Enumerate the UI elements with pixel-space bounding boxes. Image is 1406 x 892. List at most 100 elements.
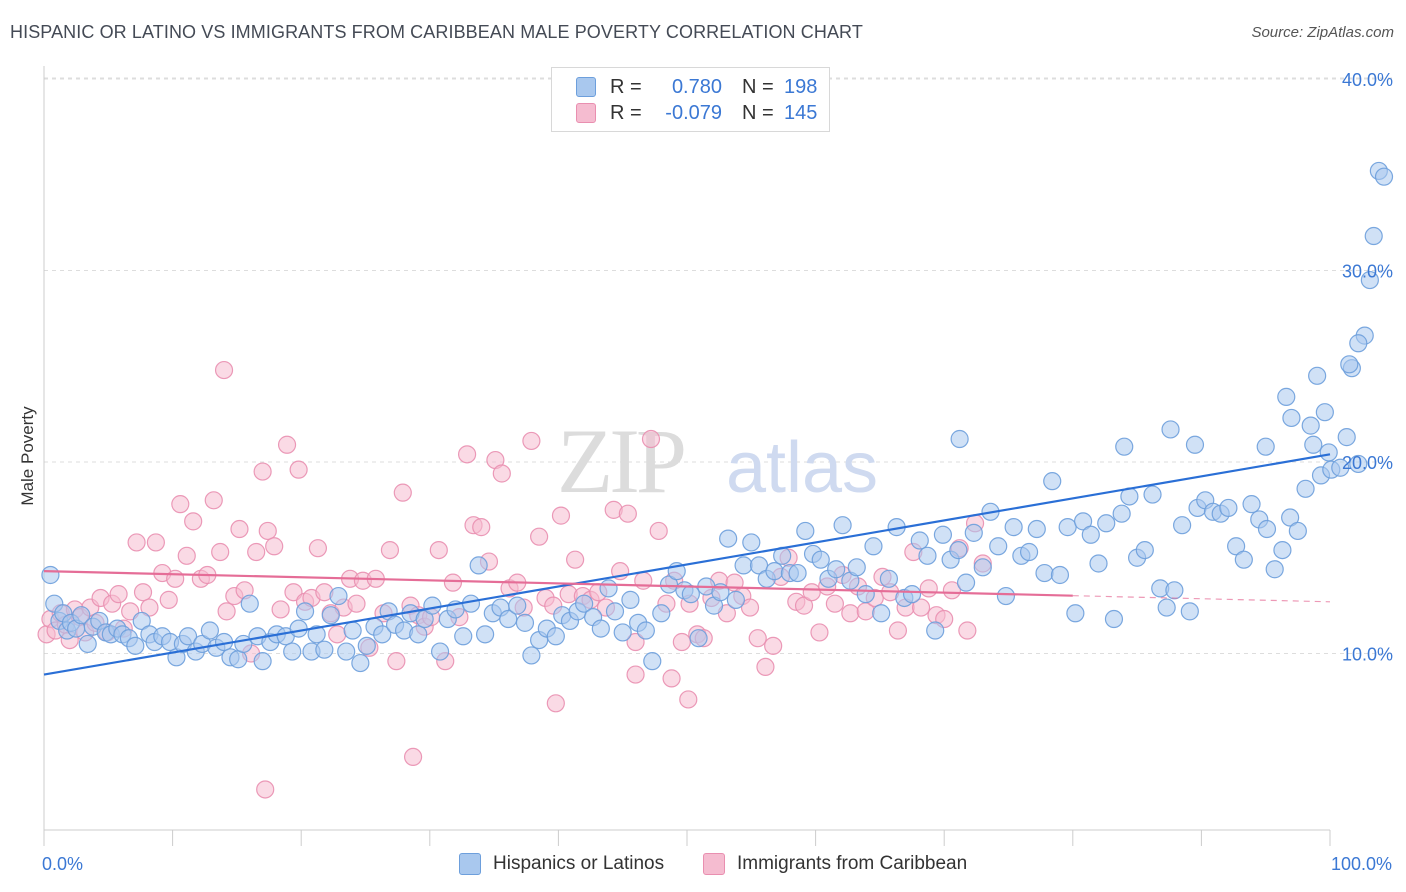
point-hispanic [1288, 521, 1307, 541]
point-caribbean [177, 546, 196, 565]
point-hispanic [315, 640, 334, 659]
point-hispanic [726, 590, 745, 609]
point-hispanic [926, 621, 945, 640]
point-caribbean [492, 464, 511, 483]
point-hispanic [1349, 454, 1368, 474]
point-hispanic [1115, 437, 1134, 456]
point-hispanic [918, 546, 937, 565]
point-hispanic [949, 540, 968, 560]
point-hispanic [329, 586, 348, 606]
point-hispanic [879, 569, 899, 588]
point-hispanic [950, 429, 969, 449]
y-tick-label: 40.0% [1342, 70, 1393, 90]
point-hispanic [964, 523, 983, 542]
point-caribbean [271, 600, 290, 619]
point-hispanic [1308, 366, 1327, 385]
point-hispanic [1319, 443, 1338, 462]
point-hispanic [415, 609, 434, 629]
trend-line-hispanic [43, 453, 1331, 676]
point-hispanic [1180, 602, 1199, 621]
point-caribbean [530, 527, 549, 546]
point-caribbean [443, 573, 463, 592]
point-hispanic [1277, 387, 1296, 406]
point-hispanic [423, 596, 442, 615]
point-hispanic [933, 525, 953, 544]
point-hispanic [1234, 550, 1253, 569]
point-hispanic [430, 642, 450, 661]
point-hispanic [72, 606, 91, 625]
point-hispanic [253, 652, 272, 671]
point-caribbean [289, 460, 308, 479]
watermark-zip: ZIP [557, 410, 684, 512]
point-hispanic [719, 529, 738, 548]
point-hispanic [1304, 435, 1323, 454]
point-hispanic [1301, 416, 1320, 435]
point-hispanic [78, 634, 97, 654]
point-caribbean [211, 542, 230, 562]
bottom-legend-swatch-hispanic [459, 853, 481, 875]
point-hispanic [508, 596, 527, 615]
point-caribbean [566, 550, 585, 569]
point-caribbean [618, 504, 637, 523]
series-caribbean-points [37, 360, 992, 799]
point-hispanic [1058, 518, 1077, 537]
bottom-legend-label-caribbean: Immigrants from Caribbean [737, 853, 968, 874]
y-tick-label: 30.0% [1342, 262, 1393, 282]
legend-row-hispanic: R = 0.780 N = 198 [576, 75, 817, 99]
trend-line-caribbean-extension [1072, 595, 1331, 603]
point-caribbean [546, 694, 565, 713]
point-caribbean [308, 539, 328, 558]
point-hispanic [1242, 495, 1261, 514]
point-caribbean [641, 429, 661, 449]
point-caribbean [634, 571, 653, 590]
point-caribbean [740, 598, 760, 617]
point-hispanic [1265, 560, 1284, 579]
point-caribbean [472, 518, 491, 537]
bottom-legend-hispanic: Hispanics or Latinos [459, 852, 664, 876]
point-hispanic [351, 653, 370, 673]
legend-n-value: 145 [784, 101, 818, 124]
point-caribbean [204, 491, 223, 510]
point-caribbean [551, 506, 571, 525]
legend-r-label: R = [610, 101, 642, 124]
point-hispanic [289, 619, 308, 638]
point-caribbean [184, 512, 203, 531]
point-caribbean [380, 540, 400, 560]
point-hispanic [283, 642, 302, 661]
point-hispanic [613, 623, 632, 642]
point-hispanic [599, 579, 618, 598]
point-hispanic [357, 636, 376, 655]
point-hispanic [229, 650, 248, 669]
point-caribbean [277, 435, 297, 454]
point-hispanic [1143, 485, 1162, 504]
point-hispanic [973, 558, 992, 577]
point-hispanic [811, 550, 830, 569]
point-caribbean [230, 519, 249, 539]
point-caribbean [626, 632, 645, 652]
trend-lines [43, 453, 1331, 676]
point-hispanic [373, 625, 392, 644]
point-caribbean [919, 579, 938, 598]
y-axis-label: Male Poverty [18, 406, 37, 506]
point-hispanic [591, 619, 610, 638]
point-hispanic [132, 611, 151, 631]
point-hispanic [41, 565, 60, 585]
point-hispanic [126, 636, 145, 655]
point-hispanic [1219, 498, 1238, 518]
chart-title: HISPANIC OR LATINO VS IMMIGRANTS FROM CA… [10, 22, 863, 42]
point-caribbean [393, 483, 412, 502]
point-hispanic [643, 652, 662, 671]
point-caribbean [387, 652, 406, 671]
legend-swatch-hispanic [576, 77, 596, 97]
point-hispanic [1027, 519, 1046, 539]
point-hispanic [1349, 334, 1368, 353]
watermark: ZIP atlas [557, 410, 878, 512]
point-hispanic [1185, 435, 1205, 454]
point-hispanic [1081, 525, 1100, 544]
point-caribbean [958, 621, 977, 640]
point-hispanic [307, 625, 326, 644]
point-caribbean [166, 569, 185, 588]
point-hispanic [1315, 403, 1334, 422]
point-caribbean [214, 360, 234, 380]
